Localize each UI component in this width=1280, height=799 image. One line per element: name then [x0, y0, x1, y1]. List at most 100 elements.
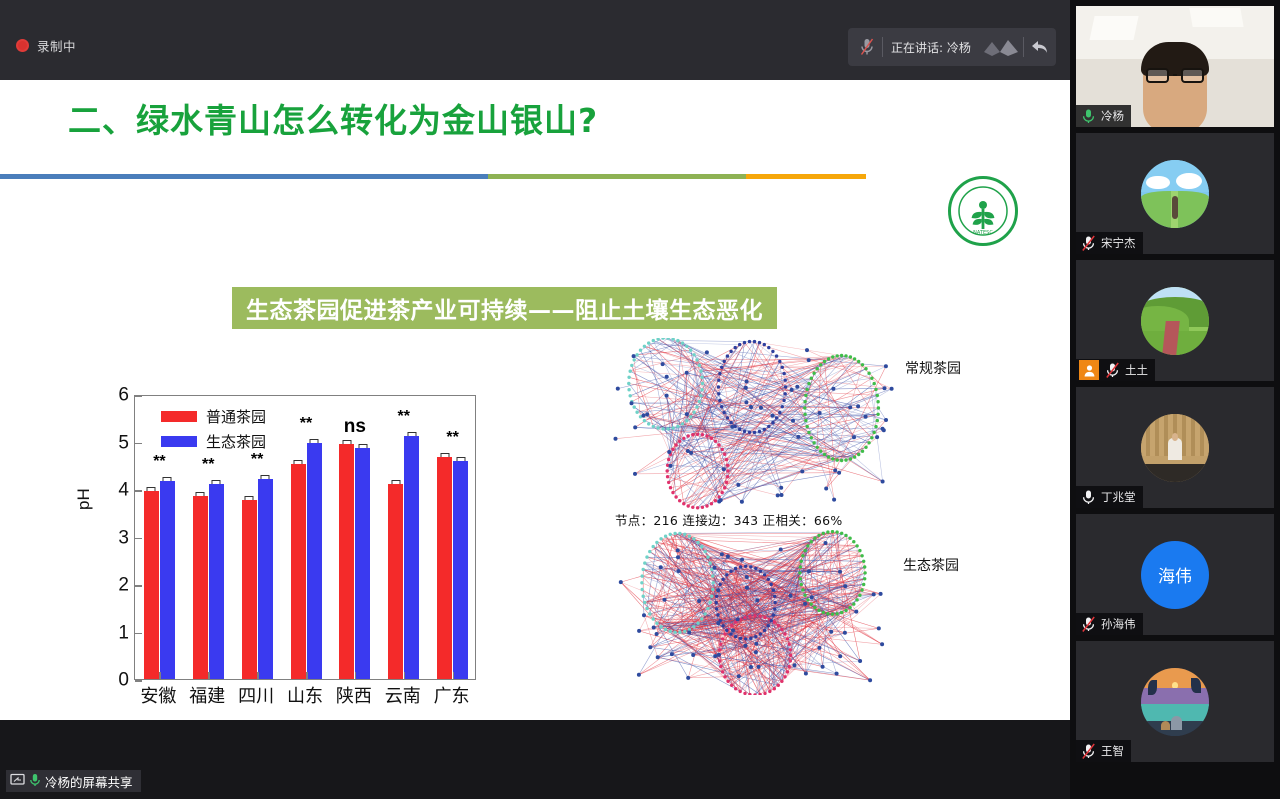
- chart-plot-area: 0 1 2 3 4 5 6 普通茶园 生态茶园 ** ** ** ** ns ** **: [118, 385, 476, 691]
- participant-namebar: 冷杨: [1076, 105, 1131, 127]
- chart-bar: [388, 480, 404, 679]
- network-diagram-ecological: [600, 529, 910, 697]
- slide-banner: 生态茶园促进茶产业可持续——阻止土壤生态恶化: [232, 287, 777, 329]
- participant-tile-1[interactable]: 宋宁杰: [1076, 133, 1274, 254]
- ph-bar-chart: pH 0 1 2 3 4 5 6 普通茶园 生态茶园 ** ** ** ** ns ** ** 安徽 福建…: [74, 310, 508, 710]
- chart-bar: [404, 432, 420, 679]
- participant-namebar: 丁兆堂: [1076, 486, 1143, 508]
- chart-bar: [339, 440, 355, 679]
- participant-tile-5[interactable]: 王智: [1076, 641, 1274, 762]
- active-speaker-label: 正在讲话: 冷杨: [891, 40, 971, 55]
- chart-bar: [208, 480, 224, 679]
- chart-significance-annotation: **: [250, 451, 264, 469]
- screen-share-label: 冷杨的屏幕共享: [45, 774, 133, 790]
- chart-significance-annotation: **: [153, 452, 166, 470]
- chart-bar: [241, 496, 257, 679]
- chart-x-label: 云南: [384, 686, 421, 707]
- svg-text:NATESC: NATESC: [973, 230, 993, 236]
- chart-x-tick-mark: [159, 672, 161, 679]
- chart-bar: [192, 492, 208, 679]
- participant-tile-2[interactable]: 土土: [1076, 260, 1274, 381]
- annotate-icon[interactable]: [979, 35, 1023, 59]
- mic-muted-icon[interactable]: [1103, 362, 1121, 379]
- divider-green-segment: [488, 174, 746, 179]
- network-diagram-conventional: [592, 336, 912, 513]
- chart-y-tick: 6: [118, 384, 129, 406]
- host-badge-icon: [1079, 360, 1099, 380]
- network-label-1: 生态茶园: [903, 558, 959, 574]
- undo-arrow-icon[interactable]: [1024, 38, 1056, 56]
- chart-y-tick-mark: [135, 632, 142, 635]
- recording-indicator: 录制中: [16, 36, 76, 55]
- mic-active-icon[interactable]: [1079, 108, 1097, 125]
- chart-legend: 普通茶园 生态茶园: [161, 406, 266, 452]
- chart-y-tick-mark: [135, 585, 142, 587]
- avatar: [1141, 159, 1209, 228]
- meeting-bottom-bar: 冷杨的屏幕共享: [0, 720, 1070, 799]
- network-label-0: 常规茶园: [905, 361, 961, 377]
- shared-slide: 二、绿水青山怎么转化为金山银山? NATESC 生态: [0, 80, 1070, 720]
- slide-banner-text: 生态茶园促进茶产业可持续——阻止土壤生态恶化: [246, 298, 763, 324]
- participant-tile-4[interactable]: 海伟 孙海伟: [1076, 514, 1274, 635]
- chart-bar: [306, 439, 322, 679]
- mic-muted-icon[interactable]: [1079, 743, 1097, 760]
- participant-tile-3[interactable]: 丁兆堂: [1076, 387, 1274, 508]
- participant-namebar: 孙海伟: [1076, 613, 1143, 635]
- participant-name: 土土: [1125, 363, 1148, 377]
- participant-name: 丁兆堂: [1101, 490, 1136, 504]
- chart-y-tick: 1: [118, 622, 129, 644]
- chart-bar-group: [290, 439, 322, 679]
- legend-swatch-red: [161, 411, 197, 422]
- mic-active-icon[interactable]: [1079, 489, 1097, 506]
- mic-active-icon: [29, 772, 41, 791]
- chart-y-tick-mark: [135, 680, 142, 682]
- chart-bar: [437, 452, 453, 679]
- divider-blue-segment: [0, 174, 488, 179]
- legend-label-1: 生态茶园: [206, 433, 267, 451]
- chart-bar-group: [192, 480, 224, 679]
- chart-significance-annotation: **: [446, 428, 459, 446]
- mic-muted-icon[interactable]: [1079, 616, 1097, 633]
- avatar: [1141, 667, 1209, 736]
- toolbar-divider-2: [1023, 37, 1024, 57]
- chart-significance-annotation: ns: [343, 416, 366, 438]
- chart-bar-group: [388, 432, 420, 679]
- chart-x-tick-mark: [306, 672, 308, 679]
- chart-y-axis-label: pH: [74, 488, 93, 510]
- chart-error-bar: [342, 440, 352, 445]
- screen-share-icon: [10, 772, 25, 791]
- participant-tile-0[interactable]: 冷杨: [1076, 6, 1274, 127]
- chart-y-tick: 3: [118, 527, 129, 549]
- chart-y-tick: 2: [118, 574, 129, 596]
- chart-bar: [453, 457, 469, 679]
- avatar: 海伟: [1141, 540, 1209, 609]
- mic-muted-icon[interactable]: [852, 37, 882, 57]
- chart-y-tick: 0: [118, 669, 129, 691]
- chart-x-tick-mark: [257, 672, 259, 679]
- mic-muted-icon[interactable]: [1079, 235, 1097, 252]
- participant-name: 宋宁杰: [1101, 236, 1136, 250]
- chart-y-tick-mark: [135, 537, 142, 540]
- chart-bar: [159, 476, 175, 679]
- chart-bar: [355, 444, 371, 679]
- chart-bars-layer: ** ** ** ** ns ** **: [135, 396, 475, 679]
- chart-bar: [290, 459, 306, 679]
- chart-error-bar: [309, 439, 319, 444]
- screen-share-status: 冷杨的屏幕共享: [6, 770, 141, 792]
- participant-sidebar[interactable]: 冷杨 宋宁杰 土土: [1070, 0, 1280, 799]
- chart-x-label: 山东: [287, 686, 323, 707]
- chart-x-tick-mark: [208, 672, 210, 679]
- natesc-logo-icon: NATESC: [948, 176, 1018, 246]
- chart-error-bar: [162, 476, 172, 481]
- toolbar-divider: [882, 37, 883, 57]
- network-graph: [618, 529, 885, 697]
- chart-y-tick: 5: [118, 432, 129, 454]
- avatar: [1141, 413, 1209, 482]
- chart-significance-annotation: **: [397, 408, 410, 426]
- chart-y-tick-mark: [135, 442, 142, 445]
- chart-error-bar: [244, 496, 254, 501]
- chart-significance-annotation: **: [299, 415, 313, 433]
- title-divider: [0, 174, 866, 179]
- chart-bar: [257, 475, 273, 679]
